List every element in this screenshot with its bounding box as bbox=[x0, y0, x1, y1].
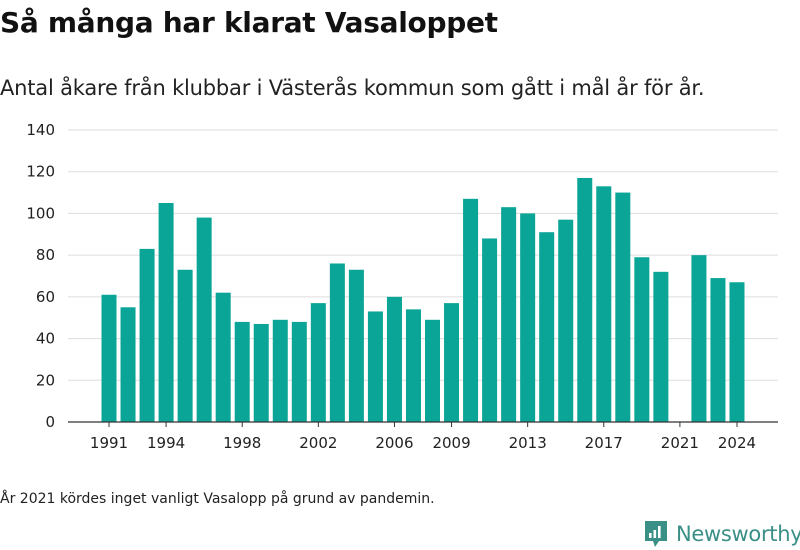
y-tick-label: 100 bbox=[26, 204, 55, 222]
chart-title: Så många har klarat Vasaloppet bbox=[0, 6, 498, 39]
bar-1998 bbox=[234, 321, 250, 422]
bar-1999 bbox=[253, 323, 269, 422]
y-tick-label: 80 bbox=[36, 246, 55, 264]
bar-1992 bbox=[120, 307, 136, 422]
gridlines bbox=[68, 129, 778, 381]
brand-logo: Newsworthy bbox=[644, 518, 800, 550]
bar-2022 bbox=[691, 255, 707, 422]
y-tick-label: 0 bbox=[45, 413, 55, 431]
bar-1996 bbox=[196, 217, 212, 422]
chart-subtitle: Antal åkare från klubbar i Västerås komm… bbox=[0, 76, 705, 100]
bars bbox=[101, 177, 745, 422]
x-tick-label: 1991 bbox=[90, 434, 128, 452]
y-tick-label: 120 bbox=[26, 163, 55, 181]
bar-2011 bbox=[482, 238, 498, 422]
y-tick-label: 40 bbox=[36, 330, 55, 348]
x-tick-label: 2017 bbox=[585, 434, 623, 452]
x-tick-label: 2002 bbox=[299, 434, 337, 452]
x-tick-label: 2006 bbox=[375, 434, 413, 452]
bar-2008 bbox=[425, 319, 441, 422]
bar-2000 bbox=[272, 319, 288, 422]
bar-1994 bbox=[158, 203, 174, 422]
bar-2009 bbox=[444, 303, 460, 422]
x-tick-label: 1994 bbox=[147, 434, 185, 452]
bar-1991 bbox=[101, 294, 117, 422]
bar-2005 bbox=[367, 311, 383, 422]
bar-1993 bbox=[139, 248, 155, 422]
bar-2024 bbox=[729, 282, 745, 422]
x-tick-label: 2009 bbox=[432, 434, 470, 452]
x-tick-label: 1998 bbox=[223, 434, 261, 452]
x-tick-label: 2013 bbox=[509, 434, 547, 452]
bar-1995 bbox=[177, 269, 193, 422]
bar-2010 bbox=[463, 198, 479, 422]
bar-2001 bbox=[291, 321, 307, 422]
bar-2002 bbox=[310, 303, 326, 422]
bar-2014 bbox=[539, 232, 555, 422]
bar-2006 bbox=[386, 296, 402, 422]
x-tick-label: 2021 bbox=[661, 434, 699, 452]
newsworthy-logo-icon bbox=[645, 521, 667, 547]
bar-2003 bbox=[329, 263, 345, 422]
y-tick-label: 60 bbox=[36, 288, 55, 306]
y-tick-label: 140 bbox=[26, 121, 55, 139]
bar-2015 bbox=[558, 219, 574, 422]
bar-2019 bbox=[634, 257, 650, 422]
y-tick-label: 20 bbox=[36, 371, 55, 389]
x-axis: 1991 1994 1998 2002 2006 2009 2013 2017 2021 2024 bbox=[68, 421, 778, 452]
bar-2004 bbox=[348, 269, 364, 422]
bar-2018 bbox=[615, 192, 631, 422]
bar-2020 bbox=[653, 271, 669, 422]
bar-2013 bbox=[520, 213, 536, 422]
brand-name: Newsworthy bbox=[676, 522, 800, 546]
bar-1997 bbox=[215, 292, 231, 422]
bar-2016 bbox=[577, 177, 593, 422]
bar-2012 bbox=[501, 207, 517, 422]
bar-2023 bbox=[710, 278, 726, 422]
footnote: År 2021 kördes inget vanligt Vasalopp på… bbox=[0, 491, 435, 507]
x-tick-label: 2024 bbox=[718, 434, 756, 452]
bar-2007 bbox=[405, 309, 421, 422]
y-axis-ticks: 0 20 40 60 80 100 120 140 bbox=[26, 121, 55, 431]
bar-2017 bbox=[596, 186, 612, 422]
